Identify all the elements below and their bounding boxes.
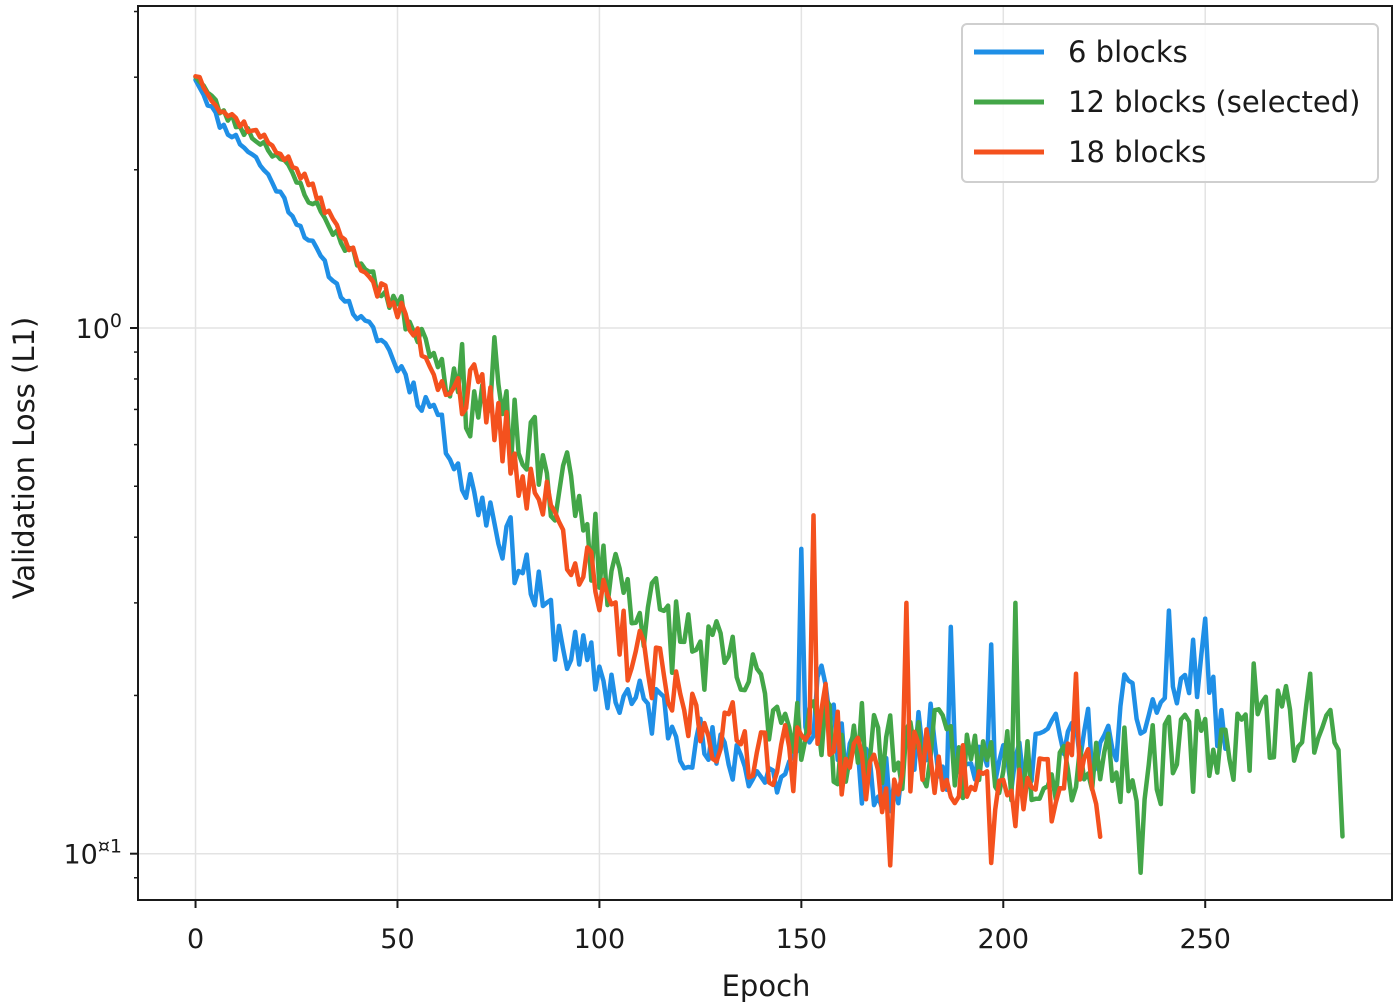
legend-box (961, 23, 1379, 183)
y-tick-label: 10¤1 (63, 836, 122, 871)
y-tick-label: 100 (76, 310, 122, 345)
x-tick-label: 50 (380, 924, 414, 955)
legend-label-1: 6 blocks (1068, 35, 1188, 69)
grid (139, 7, 1391, 899)
x-tick-label: 150 (776, 924, 828, 955)
x-tick-label: 0 (187, 924, 204, 955)
plot-frame (137, 5, 1393, 901)
axis-ticks: 0 50 100 150 200 250 100 10¤1 (63, 10, 1231, 955)
plot-lines (193, 74, 1345, 875)
x-tick-label: 250 (1179, 924, 1231, 955)
legend-label-2: 12 blocks (selected) (1068, 85, 1360, 119)
x-tick-label: 100 (574, 924, 626, 955)
y-axis-title: Validation Loss (L1) (7, 317, 41, 599)
x-tick-label: 200 (978, 924, 1030, 955)
legend: 6 blocks 12 blocks (selected) 18 blocks (961, 23, 1379, 183)
legend-label-3: 18 blocks (1068, 135, 1206, 169)
series-line-3 (193, 74, 1103, 868)
x-axis-title: Epoch (722, 969, 811, 1003)
